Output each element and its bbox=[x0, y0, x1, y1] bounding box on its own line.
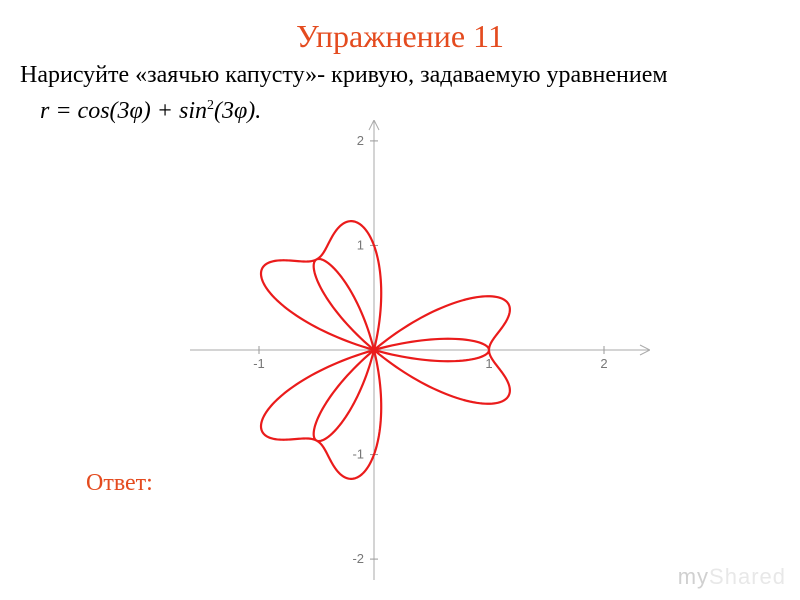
answer-label: Ответ: bbox=[86, 470, 153, 497]
page-title: Упражнение 11 bbox=[0, 18, 800, 55]
svg-text:2: 2 bbox=[600, 356, 607, 371]
watermark: myShared bbox=[678, 564, 786, 590]
svg-text:2: 2 bbox=[357, 133, 364, 148]
watermark-left: my bbox=[678, 564, 709, 589]
polar-chart: -112-2-112 bbox=[190, 120, 650, 580]
watermark-right: Shared bbox=[709, 564, 786, 589]
svg-text:-1: -1 bbox=[253, 356, 265, 371]
svg-text:-1: -1 bbox=[352, 447, 364, 462]
exercise-prompt: Нарисуйте «заячью капусту»- кривую, зада… bbox=[20, 62, 780, 89]
svg-text:-2: -2 bbox=[352, 551, 364, 566]
svg-text:1: 1 bbox=[357, 237, 364, 252]
